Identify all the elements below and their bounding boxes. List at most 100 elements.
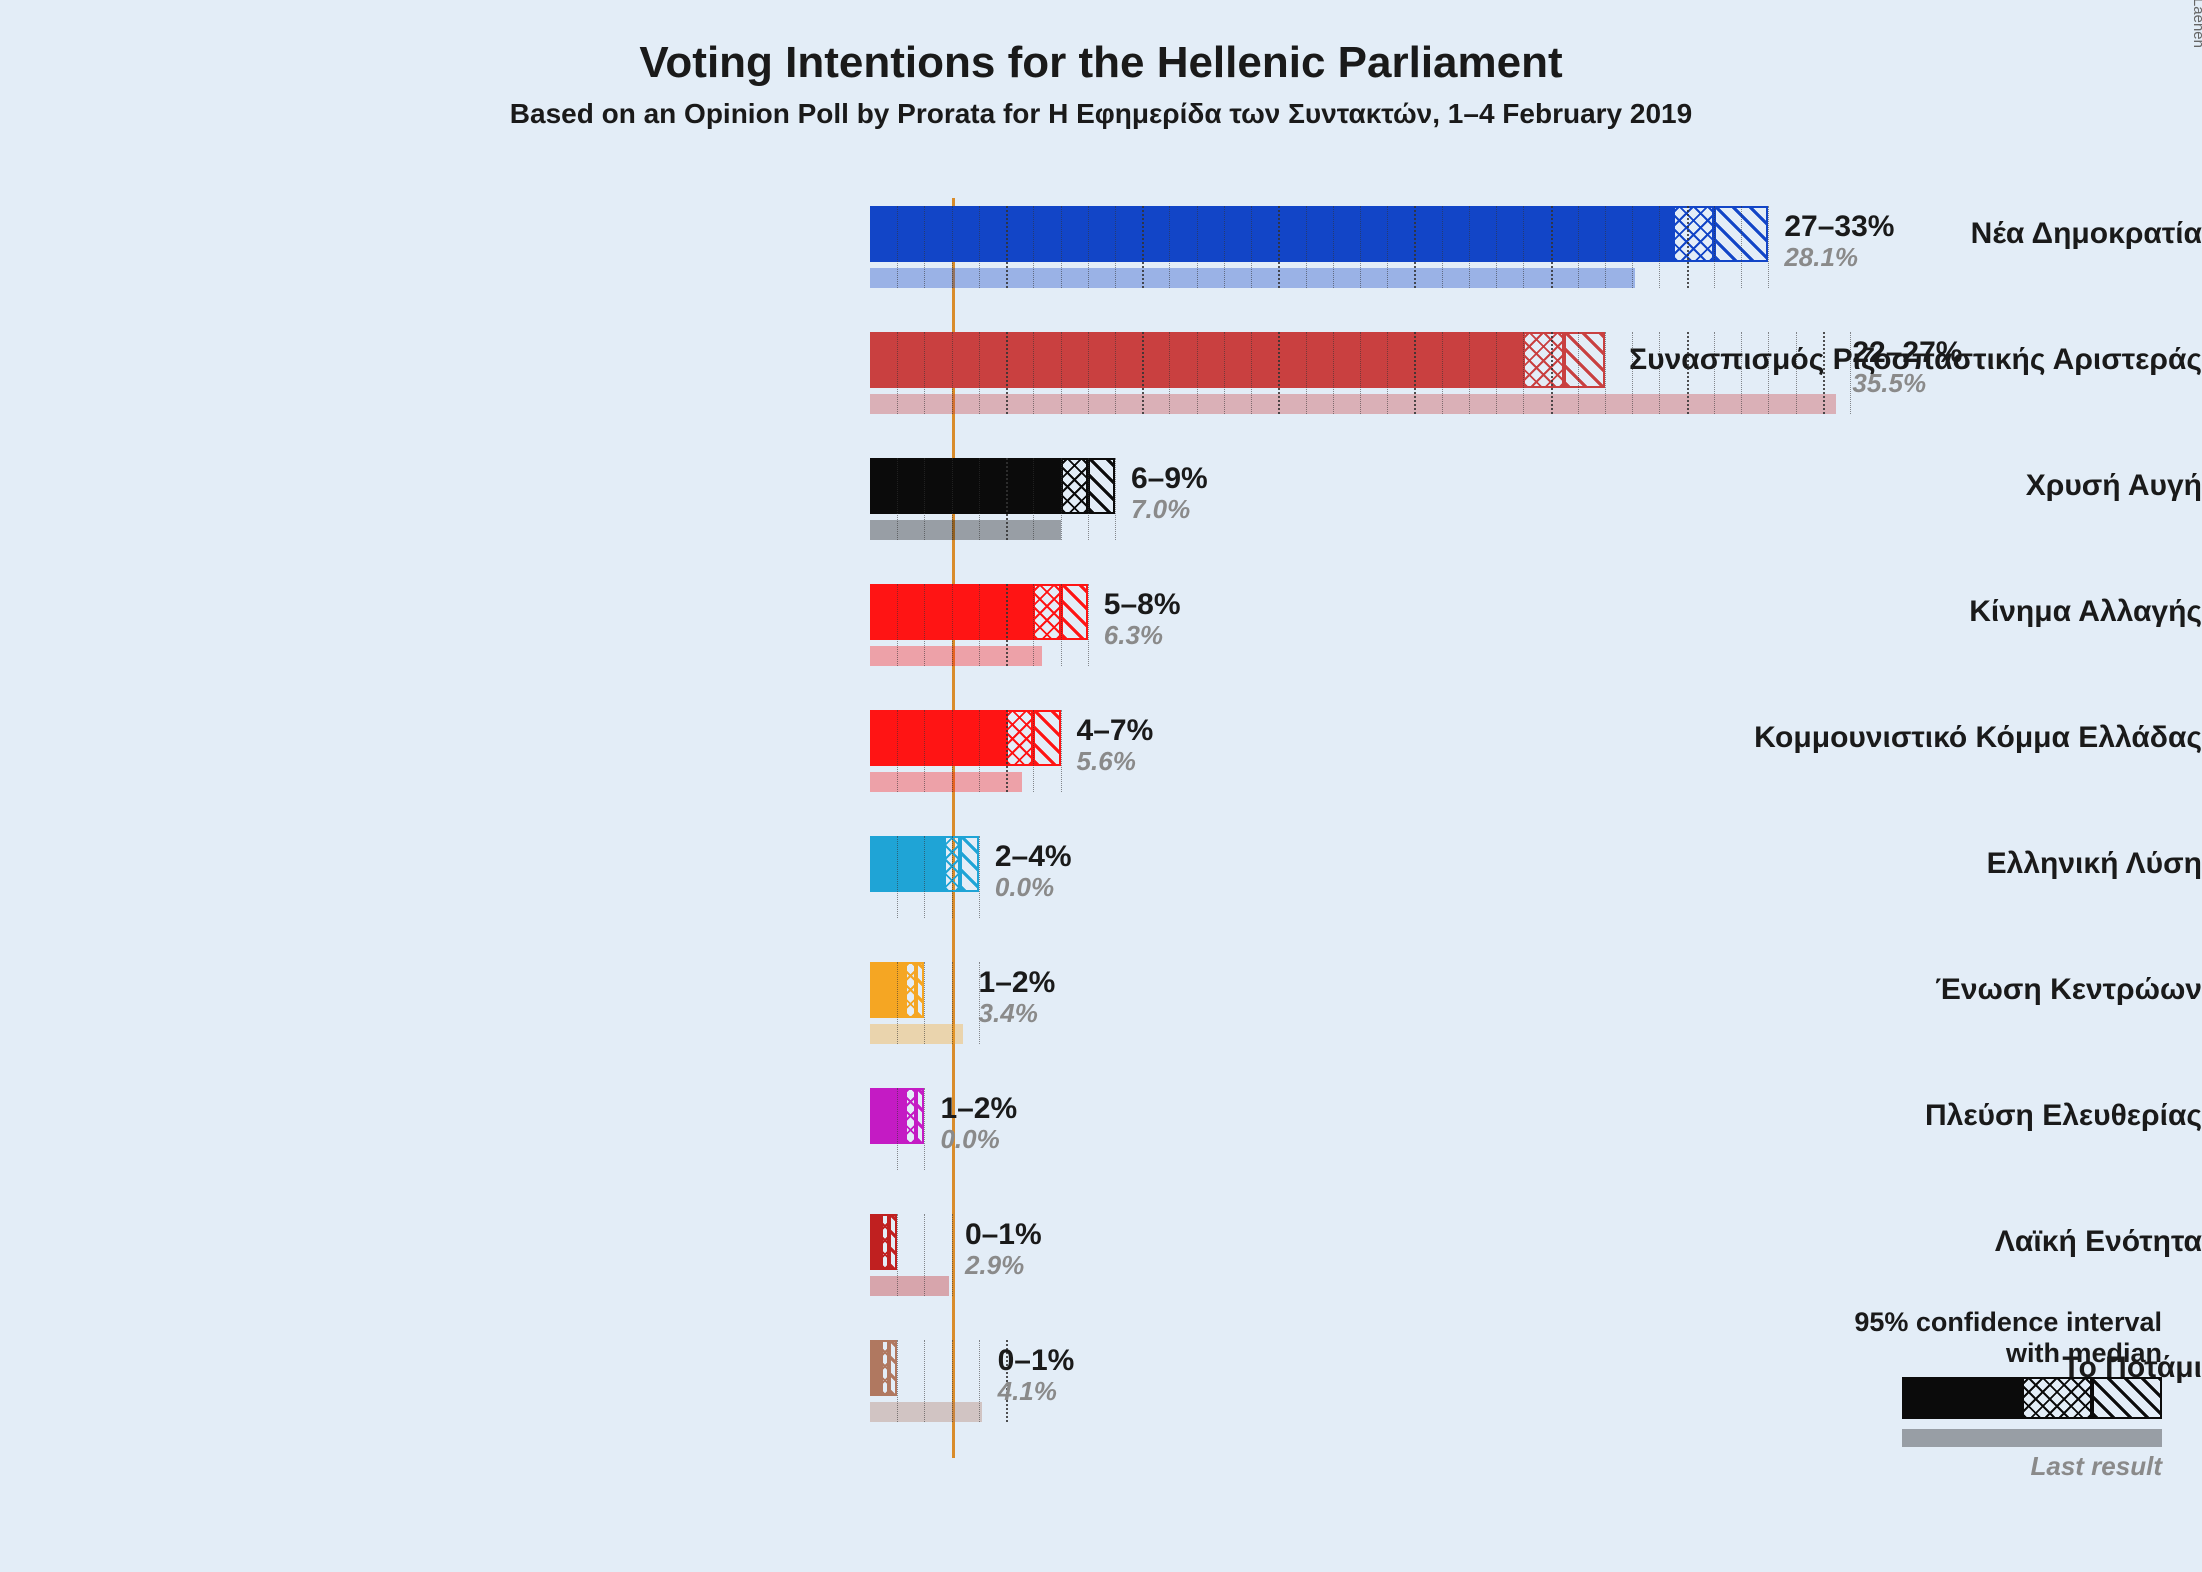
- ci-bar-crosshatch: [1673, 206, 1714, 262]
- ci-bar-crosshatch: [881, 1214, 889, 1270]
- ci-bar-solid: [870, 1088, 905, 1144]
- grid-tick: [924, 836, 925, 918]
- grid-tick: [1714, 332, 1715, 414]
- grid-tick: [1333, 206, 1334, 288]
- grid-tick: [1061, 458, 1062, 540]
- ci-bar-crosshatch: [881, 1340, 889, 1396]
- ci-bar-solid: [870, 962, 905, 1018]
- grid-tick: [897, 962, 898, 1044]
- grid-tick: [924, 332, 925, 414]
- grid-tick: [897, 458, 898, 540]
- grid-tick: [1551, 332, 1553, 414]
- ci-bar-hatch: [916, 962, 924, 1018]
- ci-bar-hatch: [889, 1340, 897, 1396]
- grid-tick: [952, 1214, 953, 1296]
- grid-tick: [952, 710, 953, 792]
- last-result-label: 28.1%: [1784, 242, 1858, 273]
- legend-ci-line2: with median: [1802, 1338, 2162, 1369]
- range-label: 22–27%: [1852, 336, 1962, 370]
- grid-tick: [979, 1340, 980, 1422]
- grid-tick: [952, 1340, 953, 1422]
- ci-bar-crosshatch: [1061, 458, 1088, 514]
- grid-tick: [897, 206, 898, 288]
- grid-tick: [952, 206, 953, 288]
- range-label: 0–1%: [998, 1344, 1075, 1378]
- last-result-bar: [870, 520, 1061, 540]
- grid-tick: [897, 1340, 898, 1422]
- last-result-label: 7.0%: [1131, 494, 1190, 525]
- grid-tick: [1278, 206, 1280, 288]
- grid-tick: [1197, 332, 1198, 414]
- grid-tick: [1033, 458, 1034, 540]
- grid-tick: [1088, 206, 1089, 288]
- grid-tick: [1632, 332, 1633, 414]
- grid-tick: [1551, 206, 1553, 288]
- party-row: Κομμουνιστικό Κόμμα Ελλάδας4–7%5.6%: [0, 702, 2202, 828]
- legend-last-label: Last result: [1802, 1451, 2162, 1482]
- grid-tick: [1251, 206, 1252, 288]
- grid-tick: [1741, 206, 1742, 288]
- party-row: Ένωση Κεντρώων1–2%3.4%: [0, 954, 2202, 1080]
- grid-tick: [1741, 332, 1742, 414]
- grid-tick: [1796, 332, 1797, 414]
- grid-tick: [1333, 332, 1334, 414]
- grid-tick: [1523, 206, 1524, 288]
- legend-ci-swatch: [1902, 1377, 2162, 1419]
- grid-tick: [1306, 206, 1307, 288]
- grid-tick: [1659, 206, 1660, 288]
- party-name-label: Κομμουνιστικό Κόμμα Ελλάδας: [1352, 721, 2202, 755]
- range-label: 5–8%: [1104, 588, 1181, 622]
- party-name-label: Πλεύση Ελευθερίας: [1352, 1099, 2202, 1133]
- ci-bar-solid: [870, 1340, 881, 1396]
- grid-tick: [1768, 332, 1769, 414]
- ci-bar-crosshatch: [1033, 584, 1060, 640]
- grid-tick: [979, 458, 980, 540]
- party-name-label: Κίνημα Αλλαγής: [1352, 595, 2202, 629]
- grid-tick: [897, 710, 898, 792]
- grid-tick: [1061, 206, 1062, 288]
- grid-tick: [952, 962, 953, 1044]
- grid-tick: [979, 206, 980, 288]
- grid-tick: [952, 332, 953, 414]
- grid-tick: [1006, 458, 1008, 540]
- grid-tick: [924, 206, 925, 288]
- ci-bar-solid: [870, 458, 1061, 514]
- last-result-bar: [870, 1402, 982, 1422]
- range-label: 27–33%: [1784, 210, 1894, 244]
- grid-tick: [1088, 458, 1089, 540]
- grid-tick: [1360, 332, 1361, 414]
- ci-bar-crosshatch: [1006, 710, 1033, 766]
- party-row: Κίνημα Αλλαγής5–8%6.3%: [0, 576, 2202, 702]
- last-result-label: 3.4%: [979, 998, 1038, 1029]
- grid-tick: [1142, 206, 1144, 288]
- grid-tick: [1442, 332, 1443, 414]
- grid-tick: [979, 332, 980, 414]
- chart-title: Voting Intentions for the Hellenic Parli…: [0, 38, 2202, 88]
- grid-tick: [1088, 584, 1089, 666]
- last-result-bar: [870, 646, 1042, 666]
- grid-tick: [1169, 332, 1170, 414]
- ci-bar-solid: [870, 710, 1006, 766]
- grid-tick: [1605, 332, 1606, 414]
- grid-tick: [952, 836, 953, 918]
- grid-tick: [1115, 332, 1116, 414]
- grid-tick: [1632, 206, 1633, 288]
- grid-tick: [1414, 332, 1416, 414]
- grid-tick: [1387, 206, 1388, 288]
- grid-tick: [897, 332, 898, 414]
- grid-tick: [897, 836, 898, 918]
- ci-bar-solid: [870, 206, 1673, 262]
- grid-tick: [1251, 332, 1252, 414]
- grid-tick: [1687, 206, 1689, 288]
- ci-bar-crosshatch: [905, 962, 916, 1018]
- last-result-bar: [870, 1276, 949, 1296]
- grid-tick: [1687, 332, 1689, 414]
- copyright-notice: © 2019 Filip van Laenen: [2190, 0, 2202, 48]
- grid-tick: [1115, 458, 1116, 540]
- last-result-label: 5.6%: [1077, 746, 1136, 777]
- grid-tick: [1033, 206, 1034, 288]
- grid-tick: [1578, 206, 1579, 288]
- party-row: Συνασπισμός Ριζοσπαστικής Αριστεράς22–27…: [0, 324, 2202, 450]
- grid-tick: [924, 710, 925, 792]
- grid-tick: [897, 584, 898, 666]
